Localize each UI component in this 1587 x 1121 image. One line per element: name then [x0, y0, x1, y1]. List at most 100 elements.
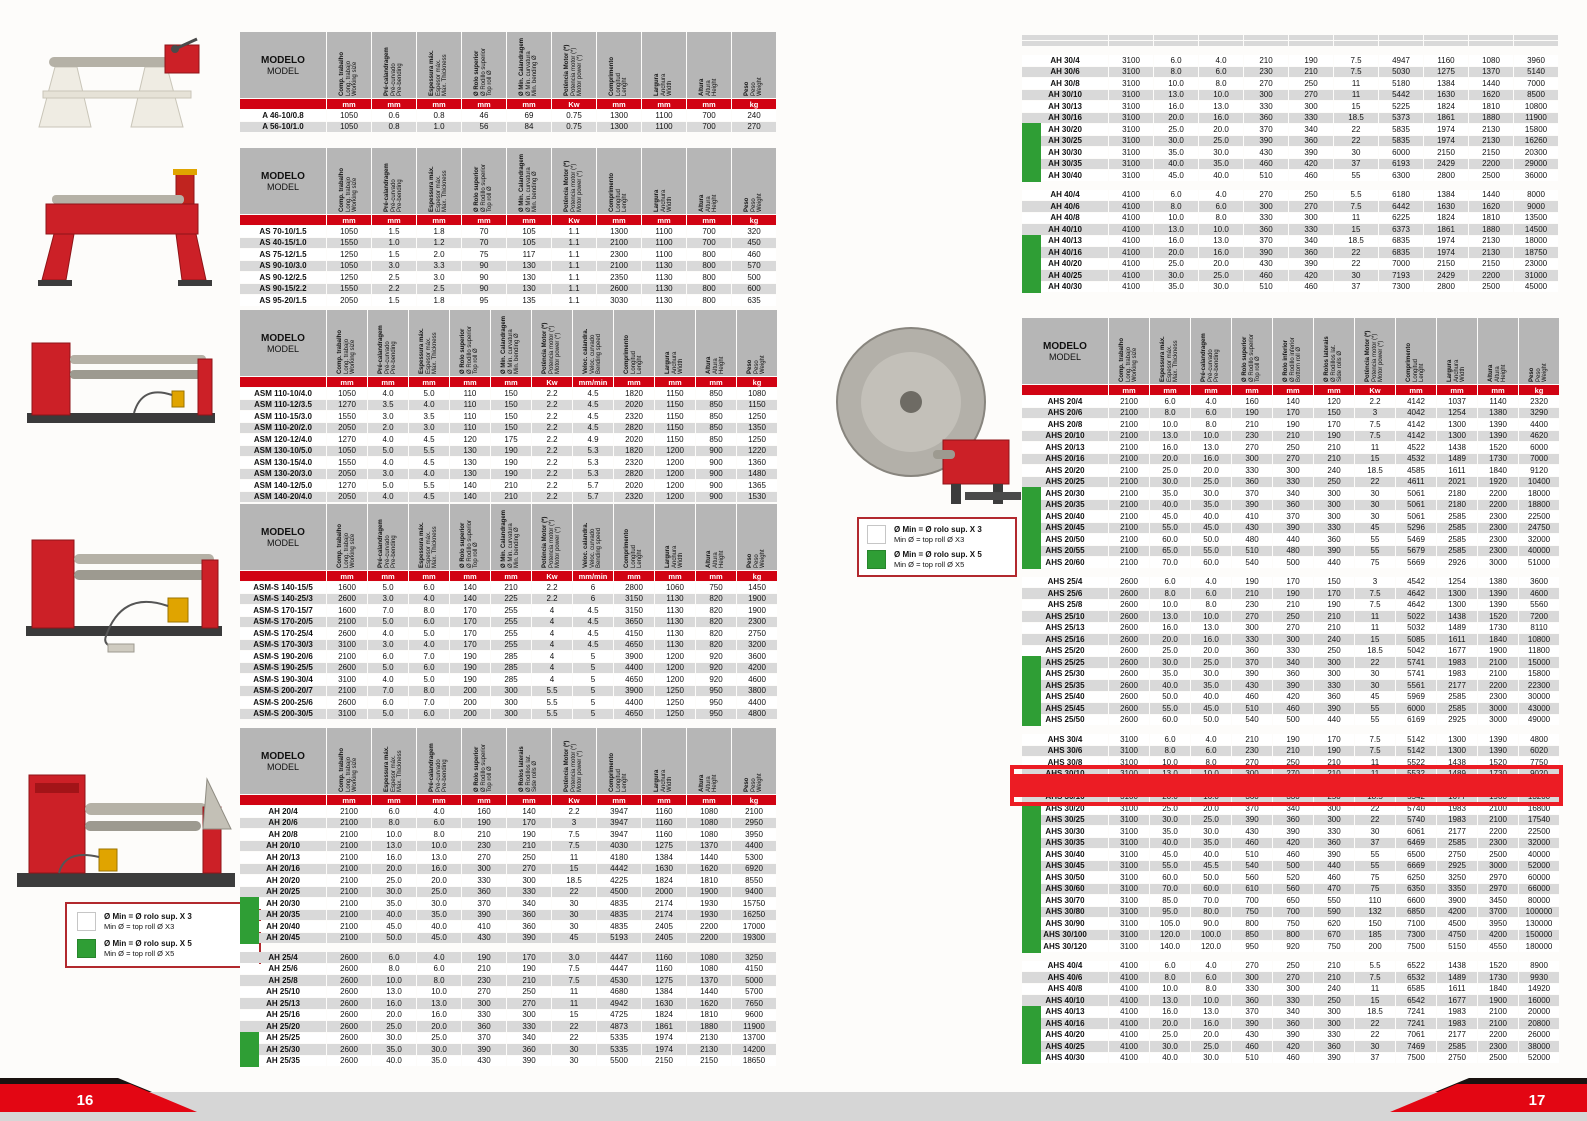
value-cell: 1450 [737, 582, 777, 593]
model-cell: AHS 40/8 [1022, 983, 1108, 994]
value-cell: 30.0 [1150, 1041, 1190, 1052]
model-header-line: MODEL [1048, 351, 1081, 362]
value-cell: 210 [1314, 757, 1354, 768]
value-cell: 6542 [1396, 995, 1436, 1006]
table-row: AHS 20/60 2100 70.0 60.0 540 500 440 75 5669 2926… [1022, 556, 1559, 569]
value-cell: 1983 [1437, 814, 1477, 825]
table-row: ASM-S 170-15/7 1600 7.0 8.0 170 255 4 4.5 3150 11… [240, 605, 777, 616]
value-cell: 25.0 [1150, 1029, 1190, 1040]
value-cell: 7.5 [1334, 66, 1378, 77]
value-cell: 32000 [1519, 534, 1559, 545]
rotated-header-text: Espessura máx. Espesor máx. Max. Thickness [419, 312, 439, 374]
value-cell: 5542 [1396, 791, 1436, 802]
value-cell: 600 [732, 283, 776, 294]
value-cell: 5442 [1379, 89, 1423, 100]
value-cell: 1440 [687, 986, 731, 997]
value-cell: 22 [1355, 814, 1395, 825]
value-cell: 40000 [1519, 849, 1559, 860]
value-cell: 470 [1314, 883, 1354, 894]
value-cell: 190 [462, 817, 506, 828]
value-cell: 250 [1289, 189, 1333, 200]
value-cell: 450 [732, 237, 776, 248]
value-cell: 1840 [1478, 983, 1518, 994]
header-line: Pre-bending [391, 341, 398, 374]
model-cell: AH 20/20 [240, 875, 326, 886]
value-cell: 1050 [327, 388, 367, 399]
value-cell: 9000 [1514, 201, 1558, 212]
table-row: AHS 40/25 4100 30.0 25.0 460 420 360 30 7469 2585… [1022, 1040, 1559, 1053]
value-cell: 190 [1314, 745, 1354, 756]
value-cell: 8110 [1519, 622, 1559, 633]
value-cell: 6920 [732, 863, 776, 874]
value-cell: 13.0 [417, 998, 461, 1009]
header-line: Height [719, 550, 726, 568]
column-header-cell: Ø Rolo superior Ø Rodillo superior Top rol… [462, 148, 506, 214]
value-cell: 45.0 [1150, 849, 1190, 860]
value-cell: 2320 [614, 491, 654, 502]
unit-cell: Kw [552, 215, 596, 225]
value-cell: 37 [1355, 837, 1395, 848]
rotated-header-text: Potência Motor (*) Potencia motor (*) Moto… [542, 506, 562, 568]
header-line: Pre-bending [391, 535, 398, 568]
value-cell: 5.0 [368, 480, 408, 491]
rotated-header-text: Pré-calandragem Pré-curvado Pre-bending [1201, 320, 1221, 382]
value-cell: 210 [507, 975, 551, 986]
value-cell: 8000 [1514, 189, 1558, 200]
value-cell: 500 [1273, 714, 1313, 725]
value-cell: 160 [462, 806, 506, 817]
value-cell: 11 [552, 852, 596, 863]
header-line: Pré-calandragem [429, 743, 436, 792]
model-cell: AHS 20/40 [1022, 511, 1108, 522]
value-cell: 750 [696, 582, 736, 593]
value-cell: 2320 [614, 457, 654, 468]
value-cell: 6 [573, 582, 613, 593]
value-cell: 5 [573, 685, 613, 696]
rotated-header-text: Ø Mín. Calandragem Ø Mín. curvatura Min. b… [501, 506, 521, 568]
model-cell: AHS 25/30 [1022, 668, 1108, 679]
value-cell: 3100 [1109, 849, 1149, 860]
value-cell: 6532 [1396, 972, 1436, 983]
value-cell: 90.0 [1191, 918, 1231, 929]
value-cell: 250 [1314, 791, 1354, 802]
table-header-row: MODELO MODEL Comp. trabalho Long. trabajo Wo… [240, 728, 776, 794]
value-cell: 460 [1314, 872, 1354, 883]
legend-left: Ø Min = Ø rolo sup. X 3 Min Ø = top roll… [65, 902, 261, 968]
value-cell: 3100 [1109, 826, 1149, 837]
model-cell: AHS 40/16 [1022, 1018, 1108, 1029]
value-cell: 170 [450, 616, 490, 627]
value-cell: 30.0 [417, 1044, 461, 1055]
unit-cell: kg [737, 571, 777, 581]
green-range-marker [1022, 871, 1041, 884]
rotated-header-text: Comp. trabalho Long. trabajo Working size [339, 730, 359, 792]
value-cell: 5140 [1514, 66, 1558, 77]
header-line: Peso [747, 553, 754, 568]
value-cell: 2585 [1437, 545, 1477, 556]
header-line: Ø Rolo superior [1242, 336, 1249, 382]
value-cell: 35.0 [417, 1055, 461, 1066]
value-cell: 10.0 [372, 829, 416, 840]
header-line: Comp. trabalho [337, 329, 344, 374]
header-line: Longitud [630, 544, 637, 568]
value-cell: 8900 [1519, 960, 1559, 971]
value-cell: 1974 [1424, 135, 1468, 146]
machine-image-asms-series [26, 539, 222, 653]
table-row: AS 90-15/2.2 1550 2.2 2.5 90 130 1.1 2600 1130 80… [240, 283, 776, 294]
table-row: AHS 20/4 2100 6.0 4.0 160 140 120 2.2 4142 1037 11… [1022, 396, 1559, 407]
value-cell: 460 [1289, 170, 1333, 181]
value-cell: 2585 [1437, 1041, 1477, 1052]
rotated-header-text: Veloc. calandra. Veloc. curvado Bending sp… [583, 506, 603, 568]
value-cell: 46 [462, 110, 506, 121]
value-cell: 900 [696, 457, 736, 468]
header-line: Ø Mín. Calandragem [519, 153, 526, 212]
value-cell: 5193 [597, 932, 641, 943]
value-cell: 1130 [642, 272, 686, 283]
model-cell: ASM-S 140-25/3 [240, 593, 326, 604]
value-cell: 1620 [1469, 201, 1513, 212]
value-cell: 4100 [1109, 201, 1153, 212]
value-cell: 2.2 [532, 411, 572, 422]
value-cell: 5741 [1396, 668, 1436, 679]
spacer-cell [1244, 41, 1288, 46]
value-cell: 15 [1334, 224, 1378, 235]
value-cell: 70.0 [1150, 557, 1190, 568]
header-line: Lenght [637, 549, 644, 568]
